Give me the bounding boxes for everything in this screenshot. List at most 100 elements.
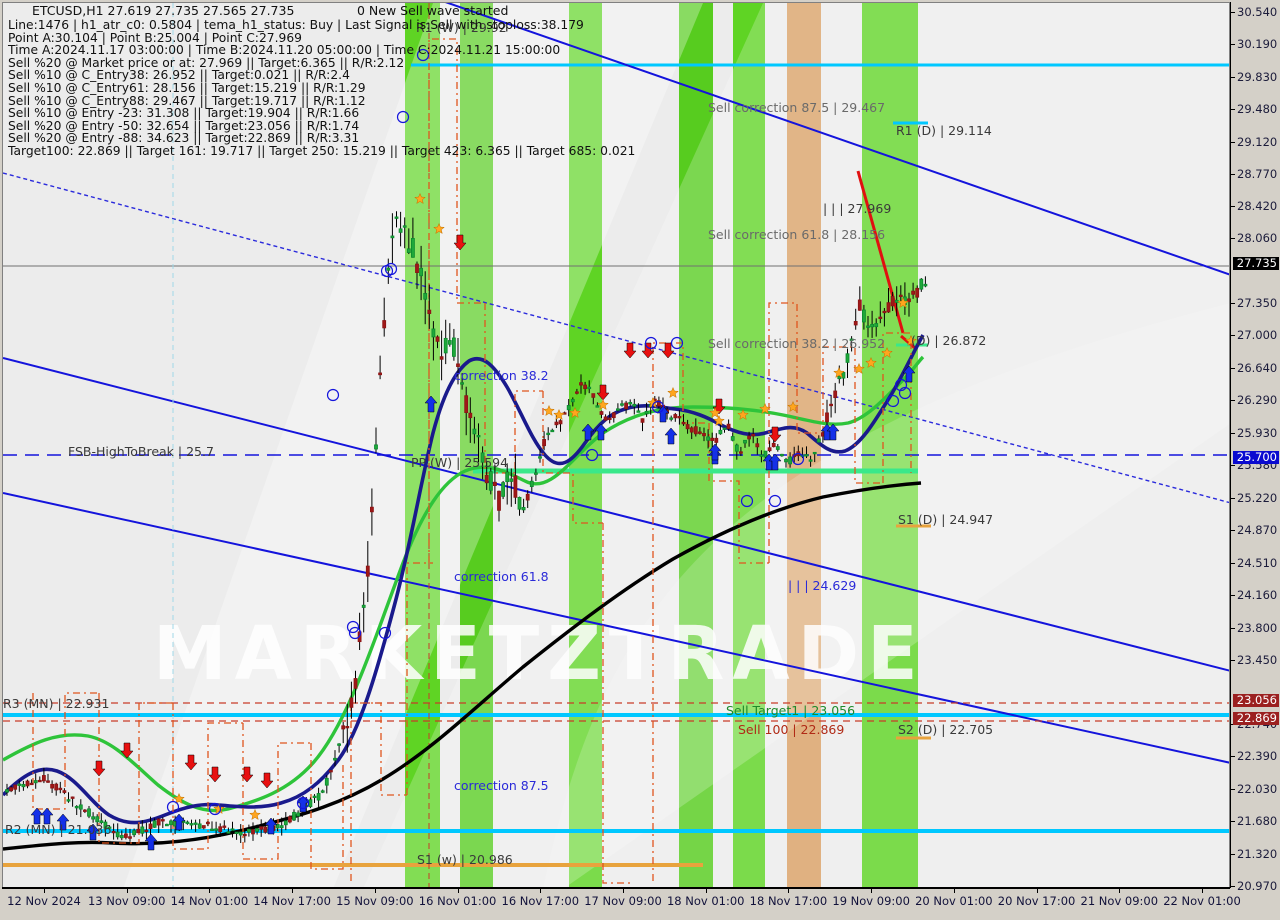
level-label-sell-target1: Sell Target1 | 23.056 [726,703,856,718]
time-tick-label: 20 Nov 01:00 [915,894,993,908]
level-label-s1-w: S1 (w) | 20.986 [417,852,513,867]
marker-circle-icon [791,452,805,466]
time-tick [1119,889,1121,893]
sell-arrow-icon [260,772,274,789]
price-tick: 26.290 [1231,393,1280,407]
star-icon [897,296,909,308]
buy-arrow-icon [86,823,100,841]
buy-arrow-icon [664,427,678,445]
price-tick: 23.450 [1231,653,1280,667]
sell-arrow-icon [623,342,637,359]
time-tick-label: 12 Nov 2024 [7,894,81,908]
price-tick: 25.580 [1231,458,1280,472]
time-tick-label: 18 Nov 01:00 [666,894,745,908]
marker-circle-icon [296,796,310,810]
time-tick [1036,889,1038,893]
candlestick-series [5,211,928,844]
sell-arrow-icon [240,766,254,783]
price-tick: 24.160 [1231,588,1280,602]
time-tick-label: 14 Nov 17:00 [253,894,331,908]
price-tick: 27.000 [1231,328,1280,342]
star-icon [737,408,749,420]
marker-circle-icon [768,494,782,508]
price-scale[interactable]: 30.540 30.190 29.830 29.480 29.120 28.770 28.4… [1230,2,1280,893]
marker-circle-icon [898,386,912,400]
time-tick-label: 16 Nov 01:00 [418,894,497,908]
session-band [862,3,896,887]
time-tick-label: 20 Nov 17:00 [997,894,1076,908]
price-tick: 28.060 [1231,231,1280,245]
price-tick: 25.930 [1231,426,1280,440]
symbol-line: ETCUSD,H1 27.619 27.735 27.565 27.735 [32,3,295,18]
star-icon [569,406,581,418]
time-tick-label: 21 Nov 09:00 [1080,894,1159,908]
price-tick: 27.350 [1231,296,1280,310]
info-row-5: Sell %10 @ C_Entry61: 28.156 || Target:1… [8,80,366,95]
sell-arrow-icon [120,742,134,759]
chart-vector-layer [3,3,1229,887]
info-row-4: Sell %10 @ C_Entry38: 26.952 || Target:0… [8,68,350,83]
info-row-3: Sell %20 @ Market price or at: 27.969 ||… [8,55,405,70]
marker-circle-icon [380,264,394,278]
time-tick-label: 22 Nov 01:00 [1163,894,1241,908]
time-tick [292,889,294,893]
info-row-9: Sell %20 @ Entry -88: 34.623 || Target:2… [8,131,360,146]
price-tick: 22.390 [1231,749,1280,763]
level-label-r1-d: R1 (D) | 29.114 [896,123,992,138]
chart-info-panel: ETCUSD,H1 27.619 27.735 27.565 27.735 Li… [6,2,635,158]
buy-arrow-icon [708,443,722,461]
time-scale[interactable]: 12 Nov 2024 13 Nov 09:00 14 Nov 01:00 14 No… [2,889,1241,919]
sell-arrow-icon [661,342,675,359]
session-band [460,3,493,887]
marker-circle-icon [740,494,754,508]
time-tick [623,889,624,893]
star-icon [213,802,225,814]
price-tick: 23.800 [1231,621,1280,635]
marker-circle-icon [348,626,362,640]
session-band-orange [787,3,821,887]
session-band [896,3,918,887]
star-icon [833,366,845,378]
buy-arrow-icon [768,453,782,471]
marker-circle-icon [416,48,430,62]
marker-circle-icon [651,400,665,414]
sell-arrow-icon [641,342,655,359]
buy-arrow-icon [56,813,70,831]
annotation-sell-correction-875: Sell correction 87.5 | 29.467 [708,100,886,115]
level-label-r1-w: R1 (W) | 29.92 [416,20,507,35]
symbol-timeframe-ohlc: ETCUSD,H1 27.619 27.735 27.565 27.735 [32,3,635,18]
level-label-r2-mn: R2 (MN) | 21.036 [5,822,112,837]
star-icon [173,792,185,804]
time-tick [126,889,128,893]
level-label-s2-d: S2 (D) | 22.705 [898,722,994,737]
star-icon [414,192,426,204]
time-tick-label: 16 Nov 17:00 [501,894,580,908]
time-tick [1202,889,1203,893]
session-band [679,3,713,887]
level-label-sell-100: Sell 100 | 22.869 [738,722,845,737]
price-tick: 26.640 [1231,361,1280,375]
info-row-6: Sell %10 @ C_Entry88: 29.467 || Target:1… [8,93,366,108]
annotation-price-27969: | | | 27.969 [823,201,892,216]
chart-plot-area[interactable]: MARKETZTRADE [2,2,1230,888]
time-tick [209,889,211,893]
sell-arrow-icon [596,384,610,401]
time-tick-label: 19 Nov 09:00 [832,894,910,908]
marker-circle-icon [585,448,599,462]
buy-arrow-icon [144,833,158,851]
buy-arrow-icon [40,807,54,825]
marker-circle-icon [326,388,340,402]
sell-arrow-icon [92,760,106,777]
time-tick-label: 18 Nov 17:00 [749,894,828,908]
star-icon [713,414,725,426]
info-row-8: Sell %20 @ Entry -50: 32.654 || Target:2… [8,118,360,133]
time-tick [705,889,707,893]
session-band [405,3,440,887]
star-icon [905,334,917,346]
price-tick: 21.680 [1231,814,1280,828]
time-tick [540,889,542,893]
star-icon [709,406,721,418]
annotation-correction-382: correction 38.2 [454,368,549,383]
buy-arrow-icon [264,817,278,835]
